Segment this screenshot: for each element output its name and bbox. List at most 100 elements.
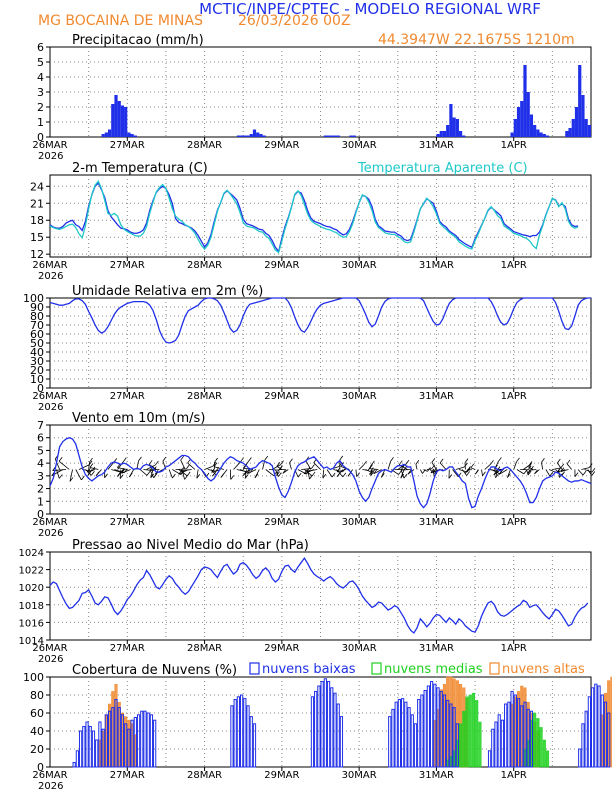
wind-barb-feather bbox=[196, 474, 201, 479]
year-label: 2026 bbox=[38, 528, 63, 539]
cloud-bar-nuvens-baixas bbox=[124, 723, 128, 768]
series-line-temperatura-aparente-c- bbox=[49, 179, 579, 254]
wind-barb bbox=[139, 469, 148, 476]
wind-barb-feather bbox=[277, 472, 282, 477]
cloud-bar-nuvens-medias bbox=[459, 723, 463, 768]
precip-bar bbox=[246, 135, 250, 137]
wind-barb-feather bbox=[381, 473, 385, 478]
wind-barb bbox=[431, 462, 437, 470]
cloud-bar-nuvens-baixas bbox=[516, 698, 521, 768]
legend-label: nuvens baixas bbox=[262, 662, 356, 677]
precip-bar bbox=[565, 131, 569, 137]
day-label: 29MAR bbox=[264, 770, 299, 781]
day-label: 26MAR bbox=[32, 140, 67, 151]
y-tick-label: 12 bbox=[30, 248, 44, 261]
legend-label: nuvens altas bbox=[502, 662, 585, 677]
wind-barb-feather bbox=[214, 457, 218, 463]
wind-barb bbox=[247, 469, 257, 475]
day-label: 29MAR bbox=[264, 643, 299, 654]
wind-barb bbox=[69, 469, 73, 482]
cloud-bar-nuvens-baixas bbox=[526, 708, 530, 768]
day-label: 31MAR bbox=[419, 770, 454, 781]
precip-bar bbox=[520, 101, 524, 137]
wind-barb-feather bbox=[470, 463, 475, 469]
y-tick-label: 6 bbox=[37, 41, 44, 54]
y-tick-label: 3 bbox=[37, 86, 44, 99]
day-label: 1APR bbox=[501, 391, 527, 402]
wind-barb-feather bbox=[482, 471, 486, 476]
cloud-bar-nuvens-baixas bbox=[587, 696, 592, 768]
wind-barb bbox=[556, 462, 563, 470]
wind-barb bbox=[530, 469, 537, 471]
precip-bar bbox=[458, 131, 463, 137]
wind-barb bbox=[180, 460, 186, 470]
wind-barb bbox=[566, 463, 572, 470]
legend-swatch bbox=[249, 662, 260, 675]
precip-bar bbox=[101, 134, 105, 137]
cloud-bar-nuvens-baixas bbox=[507, 701, 511, 768]
precip-bar bbox=[578, 65, 582, 137]
wind-barb bbox=[387, 461, 391, 470]
wind-barb-feather bbox=[247, 469, 251, 474]
y-tick-label: 1020 bbox=[19, 583, 44, 594]
wind-barb-feather bbox=[89, 457, 93, 463]
day-label: 29MAR bbox=[264, 260, 299, 271]
cloud-bar-nuvens-medias bbox=[545, 750, 550, 768]
precip-bar bbox=[452, 117, 456, 137]
wind-barb bbox=[88, 462, 90, 470]
wind-barb bbox=[56, 469, 60, 479]
wind-barb-feather bbox=[155, 460, 159, 466]
y-tick-label: 3 bbox=[37, 470, 44, 483]
year-label: 2026 bbox=[38, 271, 63, 282]
cloud-bar-nuvens-baixas bbox=[133, 717, 137, 768]
year-label: 2026 bbox=[38, 402, 63, 413]
y-tick-label: 5 bbox=[37, 56, 44, 69]
cloud-bar-nuvens-medias bbox=[465, 696, 469, 768]
cloud-bar-nuvens-baixas bbox=[78, 730, 83, 768]
wind-barb-feather bbox=[69, 477, 74, 482]
day-label: 1APR bbox=[501, 643, 527, 654]
day-label: 30MAR bbox=[342, 517, 377, 528]
wind-barb-feather bbox=[516, 457, 520, 463]
cloud-bar-nuvens-baixas bbox=[529, 710, 534, 768]
cloud-bar-nuvens-baixas bbox=[249, 716, 253, 768]
wind-barb bbox=[276, 465, 283, 470]
cloud-bar-nuvens-baixas bbox=[120, 714, 125, 768]
wind-barb-feather bbox=[560, 467, 565, 472]
wind-barb-feather bbox=[363, 460, 367, 466]
wind-barb-feather bbox=[122, 457, 127, 462]
cloud-bar-nuvens-baixas bbox=[127, 728, 131, 768]
wind-barb-feather bbox=[370, 471, 375, 476]
precip-bar bbox=[323, 135, 327, 137]
cloud-bar-nuvens-medias bbox=[533, 712, 537, 768]
wind-barb-feather bbox=[369, 470, 373, 475]
y-tick-label: 80 bbox=[30, 689, 44, 702]
wind-barb-feather bbox=[81, 475, 85, 481]
precip-bar bbox=[449, 104, 453, 137]
cloud-bar-nuvens-baixas bbox=[497, 714, 501, 768]
wind-barb-feather bbox=[528, 462, 532, 468]
cloud-bar-nuvens-baixas bbox=[88, 726, 92, 768]
cloud-bar-nuvens-baixas bbox=[401, 698, 405, 768]
day-label: 27MAR bbox=[110, 517, 145, 528]
cloud-bar-nuvens-baixas bbox=[136, 714, 141, 768]
series-line-umidade-relativa bbox=[49, 297, 591, 344]
wind-barb-feather bbox=[242, 471, 247, 476]
wind-barb-feather bbox=[104, 473, 108, 478]
cloud-bar-nuvens-medias bbox=[536, 718, 540, 768]
cloud-bar-nuvens-medias bbox=[475, 700, 479, 768]
wind-barb-feather bbox=[280, 460, 284, 465]
y-tick-label: 2 bbox=[37, 483, 44, 496]
wind-barb-feather bbox=[356, 472, 360, 477]
wind-barb bbox=[89, 467, 99, 470]
day-label: 26MAR bbox=[32, 260, 67, 271]
cloud-bar-nuvens-baixas bbox=[510, 690, 514, 768]
cloud-bar-nuvens-baixas bbox=[98, 721, 102, 768]
wind-barb-feather bbox=[403, 473, 408, 479]
wind-barb-feather bbox=[431, 458, 436, 463]
precip-bar bbox=[455, 119, 459, 137]
cloud-bar-nuvens-baixas bbox=[429, 681, 434, 768]
cloud-bar-nuvens-baixas bbox=[310, 696, 315, 768]
day-label: 27MAR bbox=[110, 770, 145, 781]
